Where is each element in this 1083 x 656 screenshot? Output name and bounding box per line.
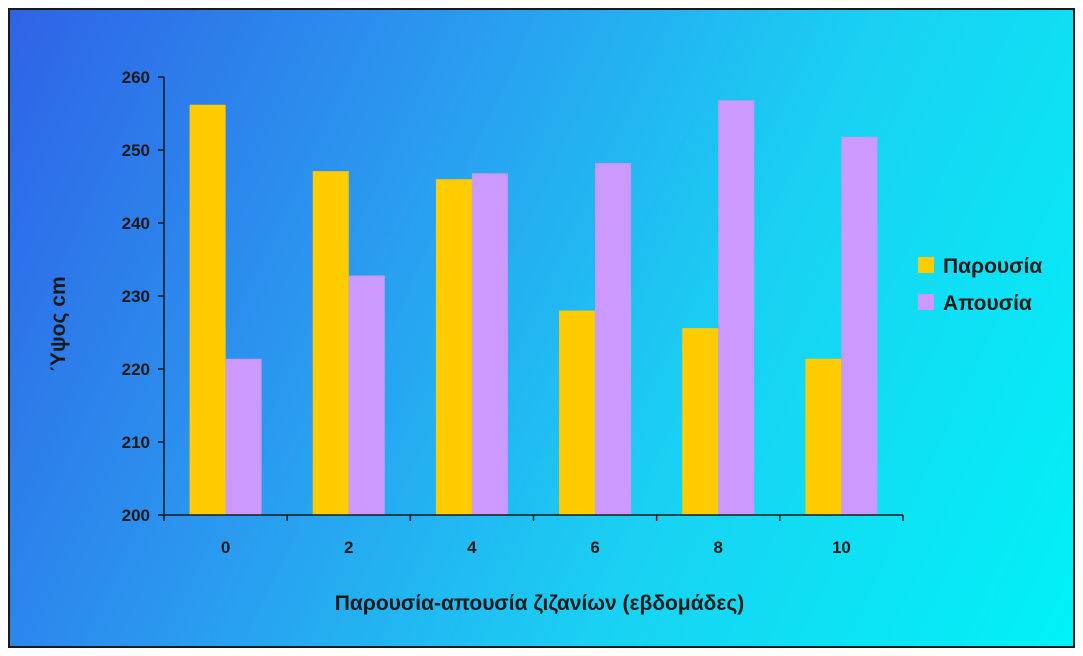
labels-layer: 200 210 220 230 240 250 260 0 2 4 6 8 10 Παρουσία-απο…: [47, 68, 851, 615]
bar-absence-4: [471, 173, 508, 516]
bar-absence-0: [225, 358, 262, 515]
bar-chart: 200 210 220 230 240 250 260 0 2 4 6 8 10 Παρουσία-απο…: [47, 68, 1042, 615]
bar-absence-8: [718, 100, 755, 516]
bar-presence-4: [435, 179, 472, 515]
bar-absence-6: [595, 163, 632, 515]
x-axis-title: Παρουσία-απουσία ζιζανίων (εβδομάδες): [335, 592, 745, 615]
y-tick-label: 240: [122, 214, 150, 233]
y-tick-label: 200: [122, 506, 150, 525]
bar-absence-10: [841, 136, 878, 516]
y-tick-label: 230: [122, 287, 150, 306]
legend-label-absence: Απουσία: [943, 292, 1032, 315]
bar-presence-2: [312, 171, 349, 516]
y-tick-label: 210: [122, 433, 150, 452]
legend-swatch-presence: [918, 257, 934, 273]
x-tick-label: 10: [832, 538, 851, 557]
x-tick-label: 0: [221, 538, 230, 557]
bar-presence-0: [189, 104, 226, 516]
x-tick-label: 6: [590, 538, 599, 557]
legend: Παρουσία Απουσία: [918, 255, 1042, 315]
chart-frame: 200 210 220 230 240 250 260 0 2 4 6 8 10 Παρουσία-απο…: [8, 8, 1075, 648]
y-axis-title: Ύψος cm: [47, 276, 70, 371]
x-tick-label: 2: [344, 538, 353, 557]
x-tick-label: 4: [467, 538, 477, 557]
axes-layer: [158, 76, 904, 521]
bar-absence-2: [348, 275, 385, 515]
y-tick-label: 220: [122, 360, 150, 379]
y-tick-label: 250: [122, 141, 150, 160]
bar-presence-6: [559, 310, 596, 515]
y-tick-label: 260: [122, 68, 150, 87]
bar-presence-10: [805, 358, 842, 515]
bars-layer: [189, 100, 878, 516]
bar-presence-8: [682, 328, 719, 515]
x-tick-label: 8: [714, 538, 723, 557]
legend-label-presence: Παρουσία: [943, 255, 1042, 278]
legend-swatch-absence: [918, 294, 934, 310]
